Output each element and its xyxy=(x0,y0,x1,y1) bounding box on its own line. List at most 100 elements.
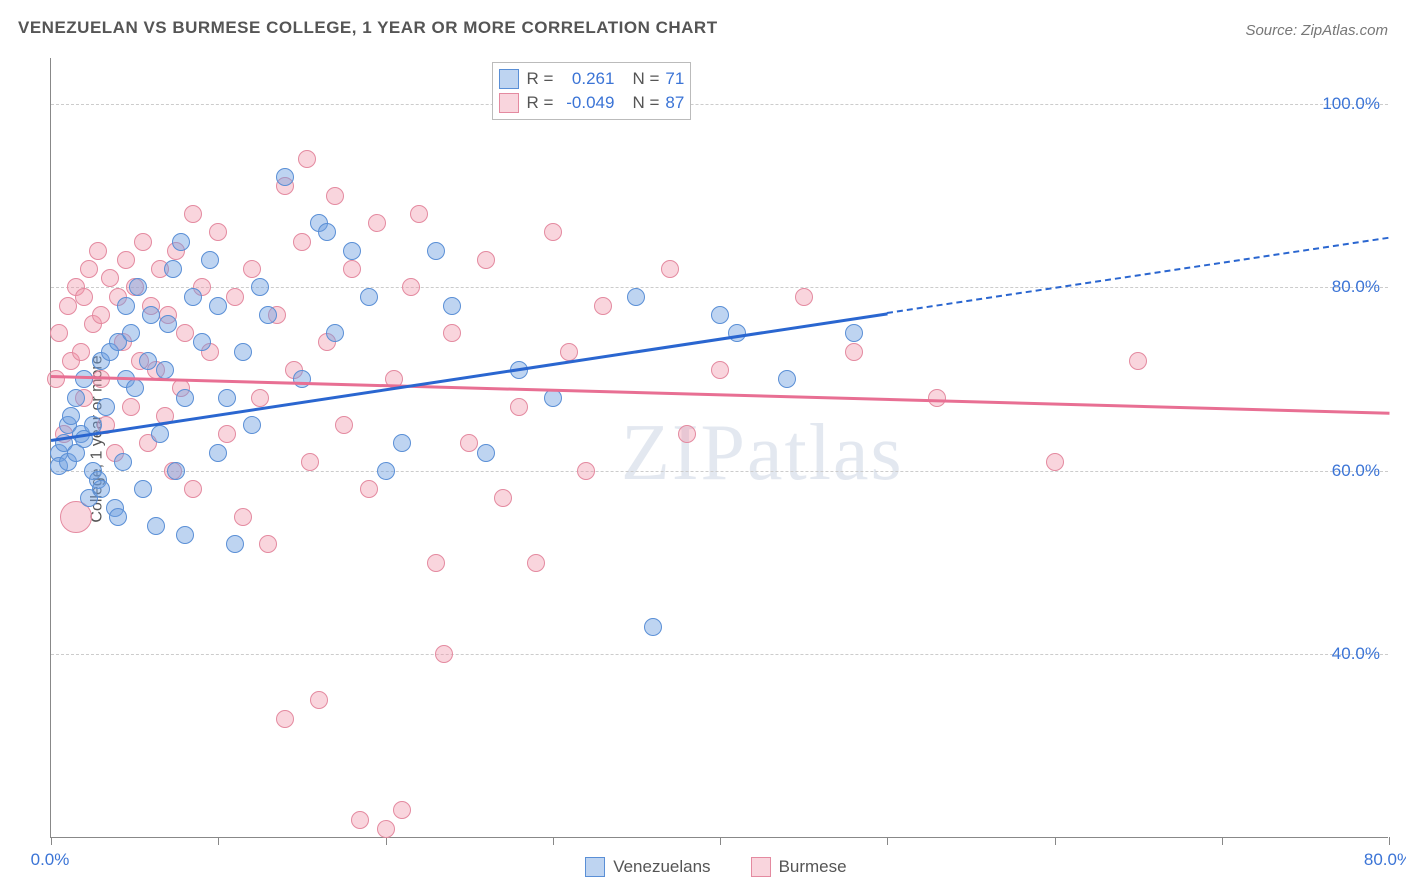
x-tick xyxy=(887,837,888,845)
scatter-point xyxy=(176,324,194,342)
scatter-point xyxy=(159,315,177,333)
scatter-point xyxy=(293,370,311,388)
stat-label: R = xyxy=(527,93,554,113)
scatter-point xyxy=(72,343,90,361)
scatter-point xyxy=(50,324,68,342)
scatter-point xyxy=(209,223,227,241)
scatter-point xyxy=(193,333,211,351)
scatter-point xyxy=(644,618,662,636)
scatter-point xyxy=(360,480,378,498)
scatter-point xyxy=(47,370,65,388)
watermark: ZIPatlas xyxy=(621,408,904,499)
legend-swatch xyxy=(499,69,519,89)
scatter-point xyxy=(460,434,478,452)
scatter-point xyxy=(139,352,157,370)
scatter-point xyxy=(109,508,127,526)
scatter-point xyxy=(711,306,729,324)
scatter-point xyxy=(435,645,453,663)
scatter-point xyxy=(276,168,294,186)
scatter-point xyxy=(343,260,361,278)
scatter-point xyxy=(351,811,369,829)
legend-item: Burmese xyxy=(751,857,847,877)
scatter-point xyxy=(678,425,696,443)
scatter-point xyxy=(176,526,194,544)
scatter-point xyxy=(318,223,336,241)
scatter-point xyxy=(845,324,863,342)
scatter-point xyxy=(167,462,185,480)
stat-label: N = xyxy=(632,69,659,89)
scatter-point xyxy=(527,554,545,572)
scatter-point xyxy=(156,361,174,379)
scatter-point xyxy=(67,389,85,407)
scatter-point xyxy=(142,306,160,324)
scatter-point xyxy=(184,480,202,498)
x-tick xyxy=(386,837,387,845)
scatter-point xyxy=(301,453,319,471)
scatter-point xyxy=(594,297,612,315)
scatter-point xyxy=(544,223,562,241)
plot-area: ZIPatlas 40.0%60.0%80.0%100.0% xyxy=(50,58,1388,838)
x-tick xyxy=(218,837,219,845)
scatter-point xyxy=(326,324,344,342)
scatter-point xyxy=(402,278,420,296)
scatter-point xyxy=(477,251,495,269)
scatter-point xyxy=(117,251,135,269)
scatter-point xyxy=(711,361,729,379)
scatter-point xyxy=(845,343,863,361)
scatter-point xyxy=(92,306,110,324)
stat-r-value: -0.049 xyxy=(559,93,614,113)
scatter-point xyxy=(114,453,132,471)
stats-row: R =0.261 N = 71 xyxy=(499,67,685,91)
scatter-point xyxy=(778,370,796,388)
scatter-point xyxy=(251,389,269,407)
scatter-point xyxy=(59,297,77,315)
scatter-point xyxy=(226,288,244,306)
scatter-point xyxy=(234,508,252,526)
scatter-point xyxy=(1046,453,1064,471)
scatter-point xyxy=(97,398,115,416)
scatter-point xyxy=(226,535,244,553)
scatter-point xyxy=(122,398,140,416)
scatter-point xyxy=(75,370,93,388)
x-tick xyxy=(720,837,721,845)
scatter-point xyxy=(134,480,152,498)
scatter-point xyxy=(80,260,98,278)
legend-swatch xyxy=(585,857,605,877)
legend-swatch xyxy=(751,857,771,877)
chart-source: Source: ZipAtlas.com xyxy=(1245,22,1388,39)
scatter-point xyxy=(147,517,165,535)
chart-title: VENEZUELAN VS BURMESE COLLEGE, 1 YEAR OR… xyxy=(18,18,718,38)
scatter-point xyxy=(218,425,236,443)
scatter-point xyxy=(89,242,107,260)
scatter-point xyxy=(234,343,252,361)
scatter-point xyxy=(92,370,110,388)
scatter-point xyxy=(928,389,946,407)
scatter-point xyxy=(184,288,202,306)
scatter-point xyxy=(126,379,144,397)
scatter-point xyxy=(243,260,261,278)
gridline xyxy=(51,654,1388,655)
scatter-point xyxy=(310,691,328,709)
scatter-point xyxy=(62,407,80,425)
scatter-point xyxy=(122,324,140,342)
scatter-point xyxy=(443,297,461,315)
scatter-point xyxy=(209,444,227,462)
scatter-point xyxy=(560,343,578,361)
scatter-point xyxy=(209,297,227,315)
scatter-point xyxy=(661,260,679,278)
x-tick-label: 0.0% xyxy=(31,850,70,870)
scatter-point xyxy=(343,242,361,260)
y-tick-label: 40.0% xyxy=(1332,644,1380,664)
x-tick xyxy=(553,837,554,845)
gridline xyxy=(51,471,1388,472)
scatter-point xyxy=(494,489,512,507)
x-tick xyxy=(1389,837,1390,845)
scatter-point xyxy=(184,205,202,223)
scatter-point xyxy=(129,278,147,296)
scatter-point xyxy=(1129,352,1147,370)
stat-label: N = xyxy=(632,93,659,113)
scatter-point xyxy=(259,535,277,553)
scatter-point xyxy=(251,278,269,296)
scatter-point xyxy=(443,324,461,342)
x-tick xyxy=(51,837,52,845)
